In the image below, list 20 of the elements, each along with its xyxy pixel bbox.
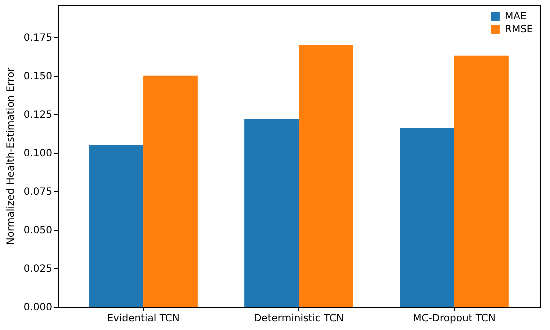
x-tick-label: Evidential TCN [107,314,180,324]
bar [400,128,454,307]
bar [299,45,354,307]
bar [454,56,509,307]
y-tick-label: 0.025 [24,264,52,275]
x-tick-label: MC-Dropout TCN [413,314,496,324]
y-tick-label: 0.150 [24,71,52,82]
y-tick-label: 0.175 [24,32,52,44]
legend-label: MAE [505,12,527,22]
bar [89,145,144,307]
y-tick-label: 0.075 [24,186,52,198]
legend-label: RMSE [505,24,534,36]
y-tick-label: 0.100 [24,148,52,160]
y-tick-label: 0.050 [24,225,52,236]
bar [144,76,198,307]
x-tick-label: Deterministic TCN [254,314,344,324]
y-tick-label: 0.125 [24,110,52,121]
y-tick-label: 0.000 [24,302,52,314]
y-axis-title: Normalized Health-Estimation Error [6,67,17,246]
bar [244,119,299,307]
